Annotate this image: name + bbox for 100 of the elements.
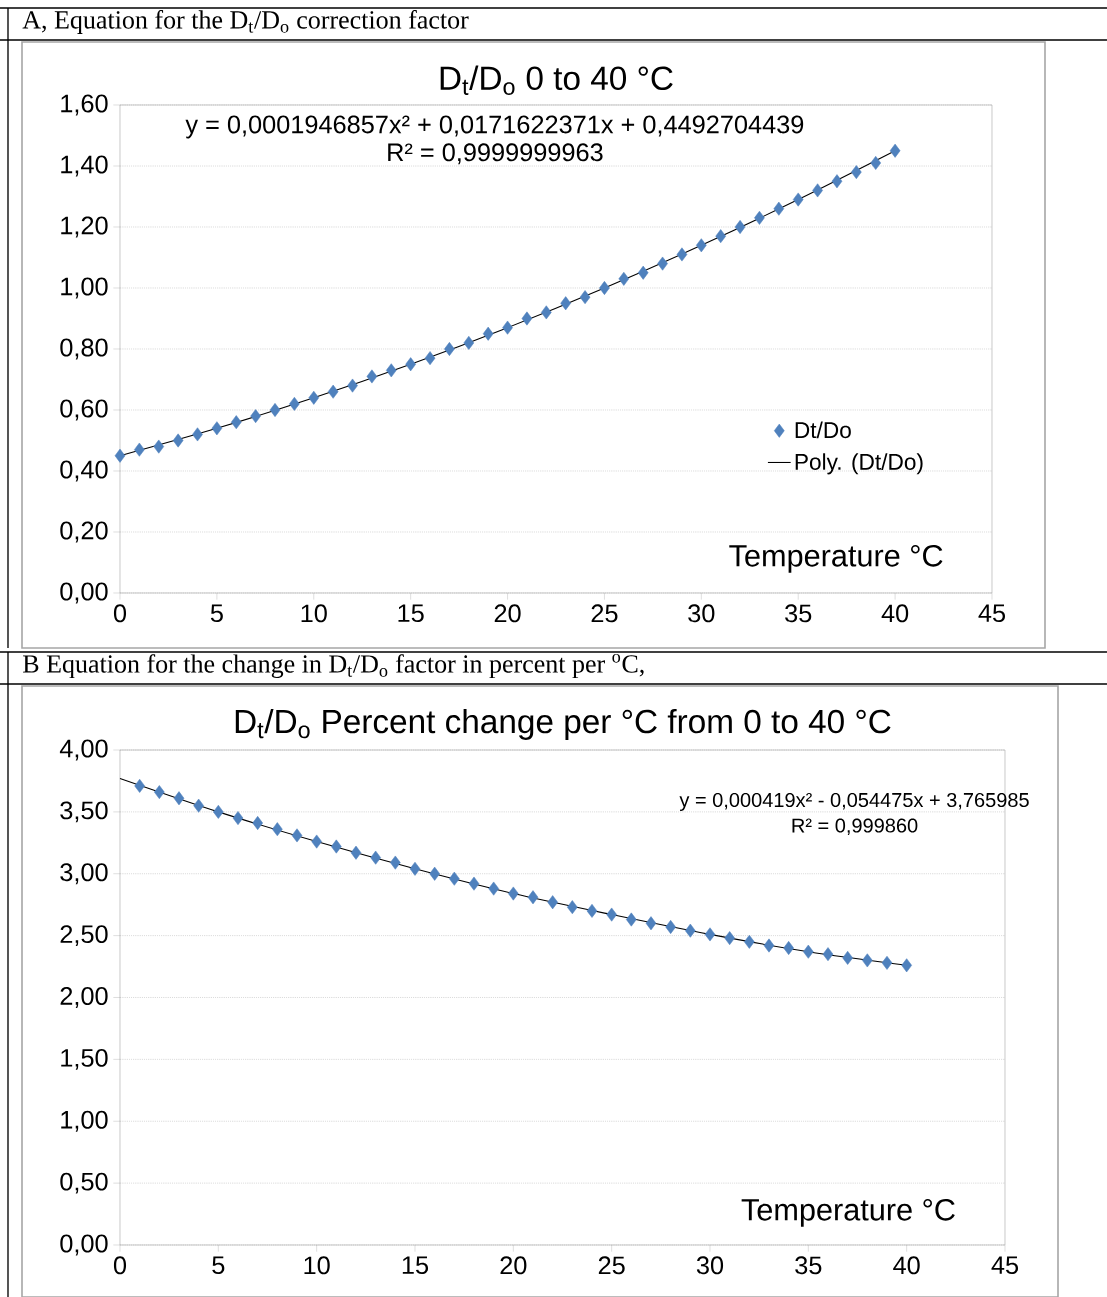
y-tick-label: 1,40 [61,155,108,177]
point [696,238,707,253]
point [213,804,224,819]
point [606,907,617,922]
point [527,890,539,905]
point [173,791,185,806]
point [429,866,440,881]
point [626,912,637,927]
point [405,357,416,372]
chart-title: D$_{t}$/D$_{o}$ 0 to 40 °C [440,65,673,95]
point [763,938,775,953]
point [424,351,436,366]
x-tick-label: 30 [688,604,715,623]
point [390,855,401,870]
y-tick-label: 3,50 [60,801,108,823]
point [468,876,480,891]
point [645,916,657,931]
y-tick-label: 2,00 [60,987,108,1008]
point [153,439,165,454]
point [567,900,578,915]
point [250,409,261,424]
point [252,816,263,830]
x-axis-title: Temperature °C [741,1198,955,1227]
y-tick-label: 1,50 [61,1048,108,1070]
point [724,931,735,946]
y-tick-label: 1,60 [61,94,108,116]
y-tick-label: 0,20 [60,521,108,543]
x-tick-label: 5 [212,1256,225,1275]
point [792,192,804,207]
point [192,427,203,442]
point [881,955,893,970]
point [862,953,873,968]
point [870,156,881,170]
point [889,143,901,158]
point [231,415,242,430]
point [114,448,126,463]
point [842,950,853,965]
point [783,941,794,955]
y-tick-label: 1,00 [61,1110,108,1132]
point [657,256,668,271]
point [154,785,165,800]
annotation: R² = 0,9999999963 [388,143,603,165]
point [754,210,765,225]
point [488,881,499,896]
y-tick-label: 0,60 [60,399,108,421]
y-tick-label: 0,50 [60,1172,108,1194]
point [851,165,862,180]
annotation: R² = 0,999860 [792,818,918,835]
x-tick-label: 45 [991,1256,1019,1275]
point [449,871,460,886]
point [685,923,696,938]
point [463,335,475,350]
point [599,281,610,295]
x-tick-label: 35 [785,604,812,623]
x-tick-label: 40 [881,604,909,623]
point [502,320,513,335]
x-tick-label: 15 [402,1256,429,1275]
point [232,811,244,825]
point [211,421,223,436]
text: B Equation for the change in D$_{t}$/D$_{o}$ factor in percent per $^{o}$C, [23,653,644,679]
point [547,895,558,910]
point [508,886,519,901]
point [289,396,300,411]
x-axis-title: Temperature °C [729,544,943,573]
point [618,271,630,286]
point [482,326,494,341]
y-tick-label: 1,00 [61,277,108,299]
x-tick-label: 10 [301,604,327,623]
y-tick-label: 4,00 [59,739,108,761]
point [541,305,552,320]
x-tick-label: 40 [893,1256,920,1275]
point [350,845,362,860]
annotation: y = 0,000419x² - 0,054475x + 3,765985 [679,792,1029,812]
x-tick-label: 45 [978,604,1006,623]
point [812,183,823,198]
y-tick-label: 0,40 [60,460,108,482]
y-tick-label: 0,80 [60,338,108,360]
x-tick-label: 20 [494,604,521,623]
point [773,201,785,216]
x-tick-label: 20 [500,1256,527,1275]
point [409,861,421,876]
point [444,342,455,356]
x-tick-label: 25 [591,604,618,623]
y-tick-label: 0,00 [60,1234,108,1256]
x-tick-label: 0 [113,1256,127,1275]
point [347,378,358,393]
point [715,229,726,244]
point [637,265,649,280]
y-tick-label: 0,00 [60,582,108,604]
x-tick-label: 5 [210,604,223,623]
point [560,296,571,311]
point [901,958,912,973]
x-tick-label: 15 [398,604,424,623]
point [744,934,755,949]
point [311,834,322,849]
legend-label: Poly. (Dt/Do) [795,453,923,475]
chart-title: D$_{t}$/D$_{o}$ Percent change per °C from 0 to 40 °C [235,708,891,740]
point [665,920,676,934]
point [269,403,281,417]
point [579,290,591,305]
